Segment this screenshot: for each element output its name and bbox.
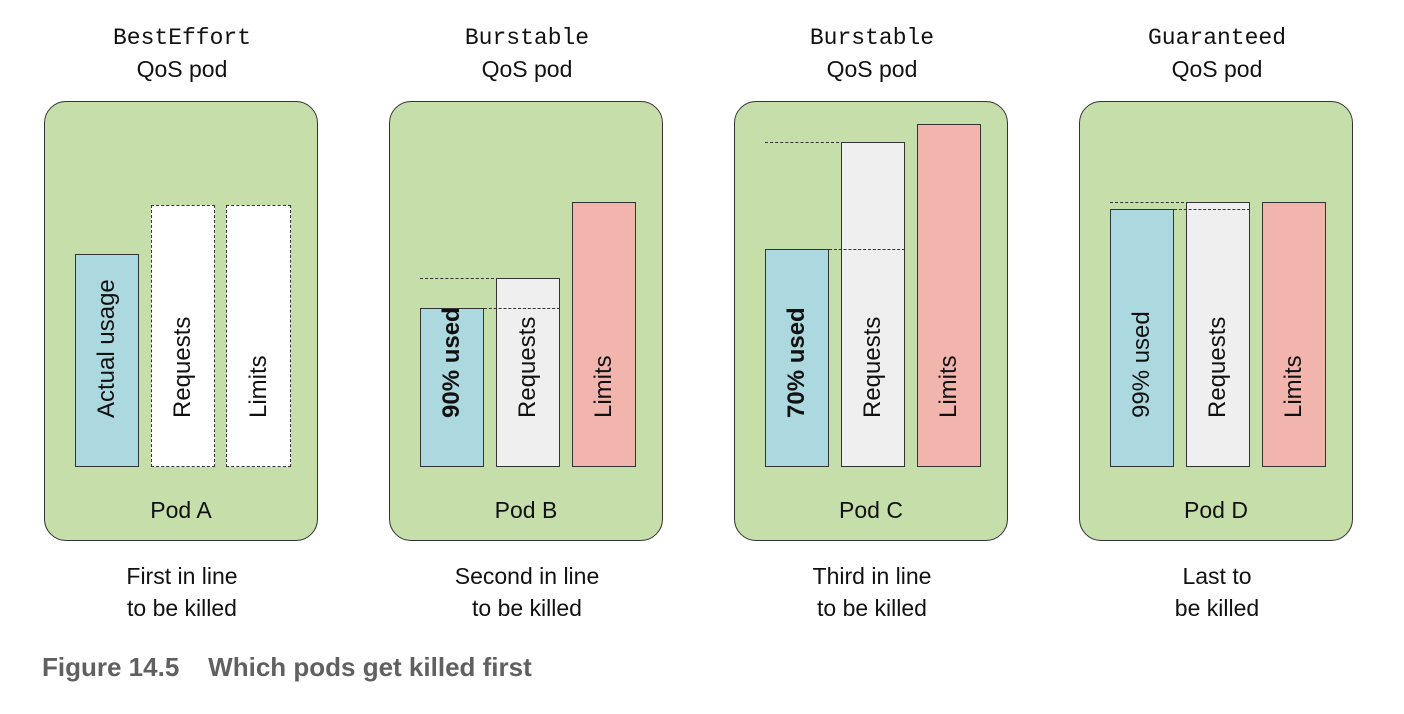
kill-order-pod-b: Second in line to be killed [389, 560, 665, 624]
kill-order-line-2: to be killed [817, 595, 927, 621]
usage-level-line [484, 308, 560, 309]
requests-level-line [420, 278, 560, 279]
actual-usage-label: Actual usage [93, 279, 120, 418]
kill-order-line-2: be killed [1174, 595, 1260, 621]
requests-bar: Requests [1186, 202, 1250, 467]
kill-order-line-2: to be killed [127, 595, 237, 621]
pod-b-box: 90% used Requests Limits Pod B [389, 101, 663, 541]
pod-d-box: 99% used Requests Limits Pod D [1079, 101, 1353, 541]
requests-label: Requests [514, 316, 541, 418]
kill-order-line-1: Third in line [812, 563, 932, 589]
limits-bar: Limits [917, 124, 981, 467]
limits-bar: Limits [226, 205, 291, 467]
usage-bar: 90% used [420, 307, 484, 467]
pod-a-box: Actual usage Requests Limits Pod A [44, 101, 318, 541]
kill-order-line-2: to be killed [472, 595, 582, 621]
limits-bar: Limits [1262, 202, 1326, 467]
limits-label: Limits [1280, 355, 1307, 418]
qos-suffix-label: QoS pod [481, 56, 573, 82]
kill-order-pod-c: Third in line to be killed [734, 560, 1010, 624]
qos-suffix-label: QoS pod [136, 56, 228, 82]
pod-name: Pod B [494, 497, 558, 523]
requests-label: Requests [1204, 316, 1231, 418]
limits-label: Limits [590, 355, 617, 418]
pod-name: Pod A [150, 497, 212, 523]
usage-level-line [829, 249, 905, 250]
qos-header-pod-c: Burstable QoS pod [734, 22, 1010, 84]
kill-order-line-1: First in line [126, 563, 238, 589]
requests-label: Requests [169, 316, 196, 418]
qos-header-pod-b: Burstable QoS pod [389, 22, 665, 84]
kill-order-pod-a: First in line to be killed [44, 560, 320, 624]
requests-bar: Requests [841, 142, 905, 467]
requests-level-line [1110, 202, 1250, 203]
kill-order-line-1: Last to [1182, 563, 1252, 589]
qos-header-pod-a: BestEffort QoS pod [44, 22, 320, 84]
requests-level-line [765, 142, 905, 143]
pod-name: Pod C [839, 497, 903, 523]
limits-label: Limits [935, 355, 962, 418]
pod-c-box: 70% used Requests Limits Pod C [734, 101, 1008, 541]
actual-usage-bar: Actual usage [75, 254, 139, 467]
qos-suffix-label: QoS pod [826, 56, 918, 82]
limits-bar: Limits [572, 202, 636, 467]
requests-label: Requests [859, 316, 886, 418]
usage-bar: 99% used [1110, 209, 1174, 467]
usage-label: 90% used [438, 307, 465, 418]
qos-header-pod-d: Guaranteed QoS pod [1079, 22, 1355, 84]
usage-bar: 70% used [765, 249, 829, 467]
usage-label: 99% used [1128, 311, 1155, 418]
usage-level-line [1174, 209, 1250, 210]
kill-order-line-1: Second in line [454, 563, 600, 589]
requests-bar: Requests [151, 205, 215, 467]
requests-bar: Requests [496, 278, 560, 467]
limits-label: Limits [244, 355, 272, 418]
figure-caption: Figure 14.5 Which pods get killed first [42, 652, 532, 682]
qos-class-label: Burstable [809, 25, 935, 51]
qos-suffix-label: QoS pod [1171, 56, 1263, 82]
pod-name: Pod D [1184, 497, 1248, 523]
qos-class-label: Guaranteed [1147, 25, 1287, 51]
usage-label: 70% used [783, 307, 810, 418]
qos-class-label: Burstable [464, 25, 590, 51]
qos-class-label: BestEffort [112, 25, 252, 51]
kill-order-pod-d: Last to be killed [1079, 560, 1355, 624]
